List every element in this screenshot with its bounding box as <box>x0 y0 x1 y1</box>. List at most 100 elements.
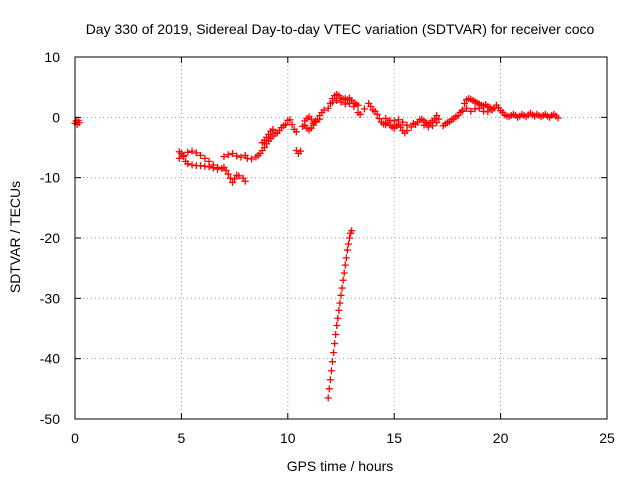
data-point <box>350 102 358 110</box>
data-point <box>241 177 249 185</box>
data-point <box>339 276 347 284</box>
data-point <box>344 240 352 248</box>
data-point <box>420 121 428 129</box>
data-point <box>307 115 315 123</box>
data-point <box>237 153 245 161</box>
data-point <box>397 123 405 131</box>
data-point <box>324 104 332 112</box>
data-point <box>180 151 188 159</box>
data-point <box>184 160 192 168</box>
data-point <box>192 149 200 157</box>
data-point <box>292 128 300 136</box>
data-point <box>336 299 344 307</box>
data-point <box>327 367 335 375</box>
data-point <box>333 96 341 104</box>
tick-labels: 0 5 10 15 20 25 10 0 -10 -20 -30 -40 -50 <box>40 49 615 446</box>
ticks <box>74 56 608 420</box>
chart-title: Day 330 of 2019, Sidereal Day-to-day VTE… <box>86 21 595 37</box>
data-point <box>324 394 332 402</box>
data-point <box>390 117 398 125</box>
y-axis-label: SDTVAR / TECUs <box>7 181 23 293</box>
data-point <box>399 118 407 126</box>
data-point <box>297 147 305 155</box>
data-point <box>424 123 432 131</box>
y-tick-label: -30 <box>40 290 60 306</box>
data-point <box>337 98 345 106</box>
data-point <box>340 269 348 277</box>
data-point <box>403 121 411 129</box>
data-point <box>316 115 324 123</box>
data-point <box>435 115 443 123</box>
data-point <box>554 114 562 122</box>
data-point <box>394 116 402 124</box>
data-point <box>343 246 351 254</box>
data-point <box>248 155 256 163</box>
data-point <box>382 115 390 123</box>
data-point <box>205 157 213 165</box>
data-point <box>282 121 290 129</box>
data-point <box>175 154 183 162</box>
data-point <box>342 254 350 262</box>
data-point <box>184 148 192 156</box>
y-tick-label: -50 <box>40 411 60 427</box>
data-point <box>260 144 268 151</box>
data-point <box>373 110 381 118</box>
data-point <box>288 121 296 129</box>
data-point <box>224 170 232 178</box>
data-point <box>222 166 230 174</box>
data-point <box>228 150 236 158</box>
data-point <box>220 153 228 161</box>
data-point <box>346 234 354 242</box>
y-tick-label: 0 <box>52 109 60 125</box>
data-point <box>341 261 349 269</box>
data-point <box>375 115 383 123</box>
data-point <box>467 107 475 115</box>
data-point <box>188 147 196 155</box>
data-point <box>197 151 205 159</box>
data-point <box>433 112 441 120</box>
data-point <box>334 314 342 322</box>
x-axis-label: GPS time / hours <box>287 458 394 474</box>
data-point <box>367 102 375 110</box>
data-point <box>346 99 354 107</box>
data-point <box>354 101 362 109</box>
data-point <box>330 349 338 357</box>
data-point <box>286 116 294 124</box>
data-point <box>360 105 368 113</box>
data-point <box>201 154 209 162</box>
data-point <box>407 123 415 131</box>
data-point <box>333 321 341 329</box>
x-tick-label: 10 <box>280 430 296 446</box>
data-point <box>75 119 83 127</box>
data-point <box>224 151 232 159</box>
data-point <box>328 358 336 366</box>
x-tick-label: 0 <box>71 430 79 446</box>
data-point <box>429 122 437 130</box>
data-point <box>325 385 333 393</box>
data-point <box>332 331 340 339</box>
y-tick-label: -40 <box>40 351 60 367</box>
data-point <box>356 110 364 118</box>
data-point <box>320 106 328 114</box>
data-point <box>233 152 241 160</box>
y-tick-label: 10 <box>44 49 60 65</box>
x-tick-label: 25 <box>599 430 615 446</box>
data-point <box>460 99 468 107</box>
data-point <box>463 104 471 112</box>
data-point <box>235 172 243 180</box>
data-point <box>484 108 492 116</box>
data-point <box>311 117 319 125</box>
data-points <box>71 90 562 402</box>
x-tick-label: 15 <box>386 430 402 446</box>
data-point <box>328 98 336 106</box>
y-tick-label: -10 <box>40 170 60 186</box>
data-point <box>269 125 277 133</box>
data-point <box>348 227 356 235</box>
data-point <box>335 306 343 314</box>
data-point <box>433 119 441 127</box>
data-point <box>475 104 483 112</box>
data-point <box>338 284 346 292</box>
data-point <box>458 107 466 115</box>
